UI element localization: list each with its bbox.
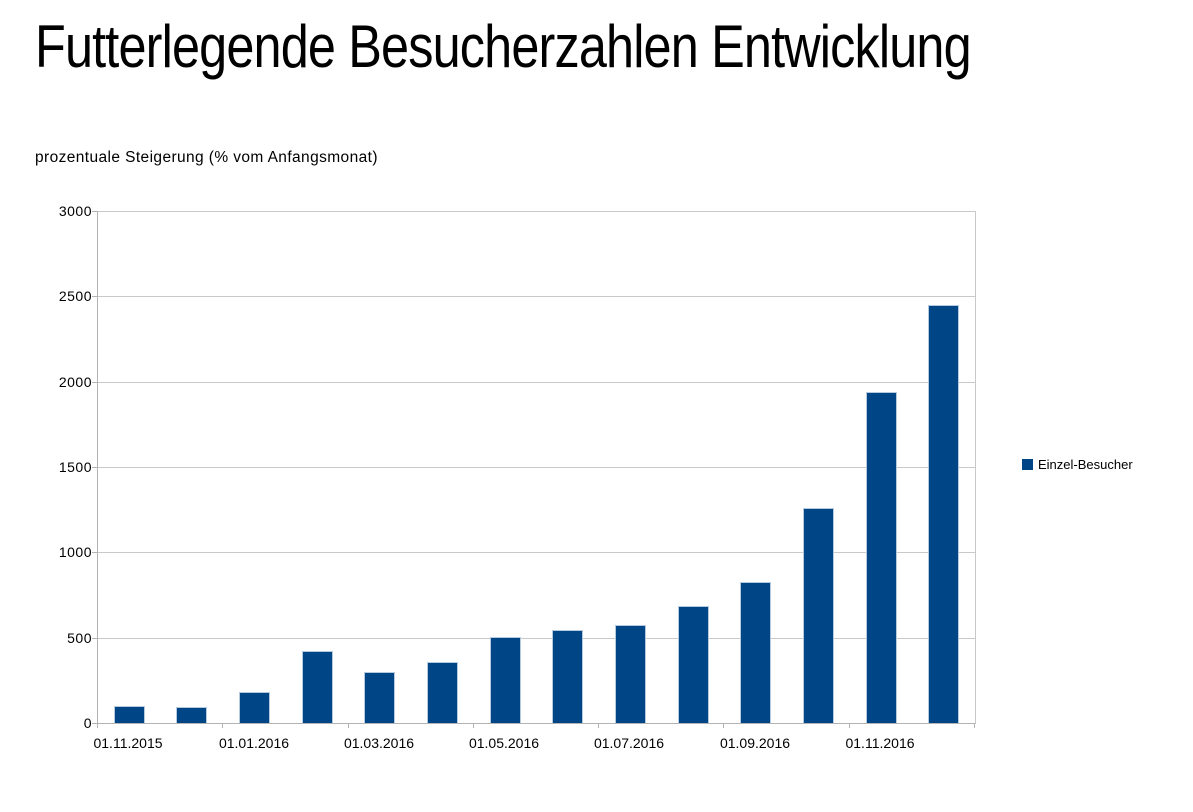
- x-axis-label-01.07.2016: 01.07.2016: [593, 735, 665, 751]
- y-axis-tick: [92, 723, 97, 724]
- bar-01.12.2015: [176, 707, 208, 723]
- bar-01.12.2016: [928, 305, 960, 723]
- bar-01.02.2016: [301, 651, 333, 723]
- legend-swatch-icon: [1022, 459, 1033, 470]
- bar-01.08.2016: [677, 606, 709, 723]
- gridline-y-3000: [98, 211, 975, 212]
- gridline-y-2000: [98, 381, 975, 383]
- x-axis-label-01.09.2016: 01.09.2016: [719, 735, 791, 751]
- x-axis-tick: [598, 724, 599, 728]
- y-axis-tick: [92, 296, 97, 297]
- gridline-y-1500: [98, 467, 975, 468]
- y-axis-label-2000: 2000: [58, 374, 92, 390]
- x-axis-label-01.01.2016: 01.01.2016: [218, 735, 290, 751]
- y-axis-tick: [92, 467, 97, 468]
- bar-01.01.2016: [239, 692, 271, 723]
- chart-title: Futterlegende Besucherzahlen Entwicklung: [35, 13, 972, 80]
- plot-area: [97, 211, 976, 724]
- y-axis-label-1000: 1000: [58, 544, 92, 560]
- gridline-y-2500: [98, 296, 975, 298]
- y-axis-title: prozentuale Steigerung (% vom Anfangsmon…: [35, 149, 378, 166]
- y-axis-tick: [92, 638, 97, 639]
- legend-label: Einzel-Besucher: [1038, 457, 1133, 472]
- bar-01.11.2015: [113, 706, 145, 723]
- x-axis-label-01.03.2016: 01.03.2016: [343, 735, 415, 751]
- y-axis-tick: [92, 382, 97, 383]
- y-axis-tick: [92, 552, 97, 553]
- gridline-y-1000: [98, 552, 975, 554]
- y-axis-tick: [92, 211, 97, 212]
- y-axis-label-1500: 1500: [58, 459, 92, 475]
- y-axis-label-500: 500: [67, 630, 92, 646]
- legend: Einzel-Besucher: [1022, 457, 1133, 472]
- x-axis-tick: [723, 724, 724, 728]
- bar-01.04.2016: [427, 662, 459, 723]
- y-axis-label-0: 0: [83, 715, 92, 731]
- x-axis-label-01.11.2016: 01.11.2016: [845, 735, 915, 751]
- x-axis-tick: [348, 724, 349, 728]
- bar-01.05.2016: [489, 637, 521, 723]
- x-axis-tick: [473, 724, 474, 728]
- y-axis-label-2500: 2500: [58, 288, 92, 304]
- bar-01.03.2016: [364, 672, 396, 723]
- bar-01.06.2016: [552, 630, 584, 723]
- bar-01.11.2016: [865, 392, 897, 723]
- x-axis-tick: [222, 724, 223, 728]
- gridline-y-500: [98, 637, 975, 639]
- x-axis-label-01.11.2015: 01.11.2015: [93, 735, 163, 751]
- bar-01.10.2016: [802, 508, 834, 723]
- y-axis-label-3000: 3000: [58, 203, 92, 219]
- x-axis-tick: [974, 724, 975, 728]
- x-axis-label-01.05.2016: 01.05.2016: [468, 735, 540, 751]
- x-axis-tick: [97, 724, 98, 728]
- bar-01.09.2016: [740, 582, 772, 723]
- x-axis-tick: [849, 724, 850, 728]
- bar-01.07.2016: [614, 625, 646, 723]
